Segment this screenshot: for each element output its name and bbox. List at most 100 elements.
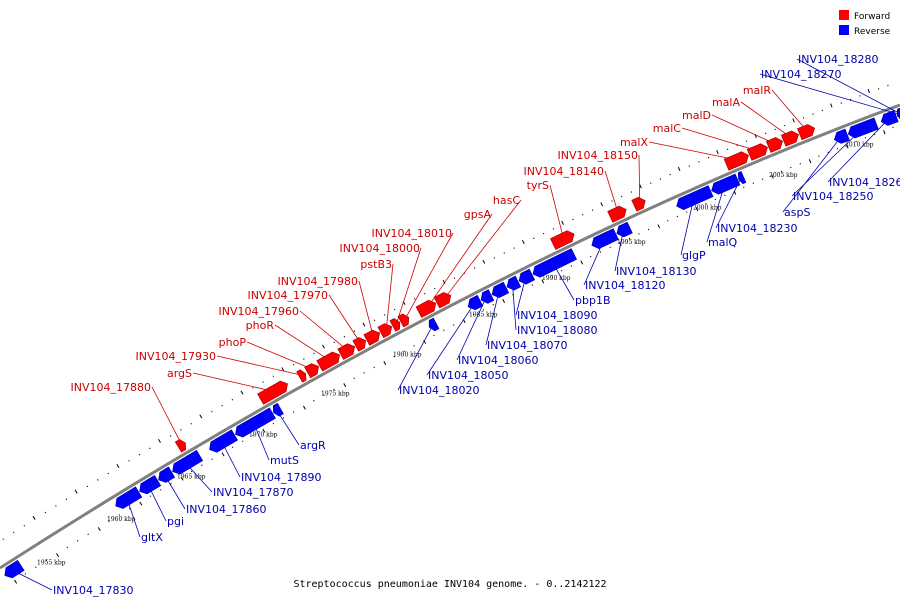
gene-pstb3	[377, 323, 393, 339]
tick-mark	[303, 358, 305, 360]
gene-inv104-18140	[607, 205, 627, 223]
gene-label-asps: aspS	[784, 206, 810, 219]
gene-inv104-17930	[296, 369, 307, 383]
tick-mark	[393, 308, 396, 311]
tick-mark	[149, 447, 151, 450]
legend: Forward Reverse	[839, 10, 891, 37]
gene-label-inv104-18020: INV104_18020	[399, 384, 480, 397]
tick-mark	[353, 377, 355, 380]
tick-mark	[128, 460, 130, 462]
tick-mark	[560, 269, 563, 272]
tick-mark	[542, 232, 545, 235]
gene-inv104-17880	[174, 439, 186, 453]
tick-mark	[677, 166, 681, 171]
tick-mark	[231, 446, 234, 448]
tick-mark	[86, 485, 89, 488]
tick-mark	[23, 524, 26, 527]
tick-mark	[453, 324, 455, 326]
gene-inv104-18250	[847, 117, 879, 139]
tick-mark	[493, 257, 496, 259]
gene-layer	[4, 107, 900, 579]
gene-connector	[782, 136, 842, 213]
tick-mark	[333, 388, 335, 391]
gene-connector	[706, 184, 725, 243]
tick-mark	[830, 103, 833, 108]
tick-mark	[201, 464, 203, 467]
tick-mark	[118, 514, 121, 516]
gene-connector	[759, 73, 900, 115]
gene-label-inv104-18070: INV104_18070	[487, 339, 568, 352]
gene-inv104-17830	[4, 559, 25, 579]
gene-label-malx: malX	[620, 136, 649, 149]
tick-mark	[600, 202, 603, 207]
gene-label-inv104-18150: INV104_18150	[558, 149, 639, 162]
gene-connector	[456, 297, 487, 361]
gene-connector	[680, 198, 695, 256]
tick-mark	[453, 277, 456, 279]
tick-mark	[138, 453, 141, 456]
gene-connector	[515, 277, 526, 316]
tick-mark	[45, 559, 48, 562]
tick-mark	[221, 404, 223, 407]
tick-mark	[313, 352, 315, 355]
gene-label-inv104-18230: INV104_18230	[717, 222, 798, 235]
tick-mark	[695, 207, 699, 212]
gene-malc	[746, 143, 768, 161]
gene-malr	[797, 124, 816, 141]
tick-mark	[413, 345, 415, 347]
label-layer: INV104_17880argSINV104_17930phoPphoRINV1…	[53, 53, 900, 597]
tick-mark	[373, 366, 375, 369]
gene-label-inv104-17870: INV104_17870	[213, 486, 294, 499]
gene-label-hasc: hasC	[493, 194, 520, 207]
gene-inv104-18060	[480, 289, 495, 304]
gene-label-inv104-17880: INV104_17880	[71, 381, 152, 394]
gene-malq	[711, 173, 741, 195]
tick-mark	[383, 361, 387, 366]
tick-mark	[272, 375, 275, 378]
gene-label-pgi: pgi	[167, 515, 184, 528]
tick-mark	[159, 489, 162, 491]
gene-label-inv104-18250: INV104_18250	[793, 190, 874, 203]
connector-layer	[12, 58, 900, 591]
gene-connector	[549, 184, 564, 240]
tick-mark	[393, 355, 395, 358]
gene-label-inv104-17970: INV104_17970	[248, 289, 329, 302]
gene-label-inv104-18280: INV104_18280	[798, 53, 879, 66]
genome-caption: Streptococcus pneumoniae INV104 genome. …	[293, 579, 606, 590]
tick-mark	[503, 252, 505, 254]
tick-mark	[303, 405, 306, 410]
tick-mark	[128, 507, 131, 510]
tick-mark	[434, 287, 436, 290]
tick-mark	[373, 319, 376, 322]
gene-label-inv104-17830: INV104_17830	[53, 584, 134, 597]
tick-mark	[639, 184, 642, 189]
tick-mark	[482, 259, 486, 264]
gene-label-malc: malC	[653, 122, 682, 135]
tick-mark	[353, 330, 356, 332]
gene-label-inv104-17980: INV104_17980	[278, 275, 359, 288]
gene-pbp1b	[532, 248, 577, 278]
tick-mark	[65, 498, 68, 501]
tick-mark	[609, 246, 611, 249]
tick-layer: 1955 kbp 1960 kbp 1965 kbp 1970 kbp 1975 kbp…	[2, 84, 894, 584]
tick-label: 1995 kbp	[617, 239, 646, 246]
tick-mark	[533, 237, 535, 240]
gene-connector	[397, 325, 434, 391]
tick-mark	[211, 410, 213, 413]
gene-muts	[235, 407, 276, 438]
gene-phor	[316, 351, 340, 372]
tick-mark	[272, 422, 275, 425]
tick-mark	[240, 390, 244, 395]
tick-mark	[313, 399, 315, 402]
tick-mark	[158, 438, 161, 443]
tick-mark	[433, 334, 435, 337]
gene-connector	[648, 141, 738, 161]
tick-mark	[630, 191, 633, 193]
gene-connector	[148, 485, 167, 522]
gene-label-inv104-17960: INV104_17960	[219, 305, 300, 318]
tick-mark	[590, 255, 592, 258]
tick-mark	[116, 464, 120, 468]
gene-connector	[164, 475, 186, 510]
tick-mark	[362, 322, 366, 327]
